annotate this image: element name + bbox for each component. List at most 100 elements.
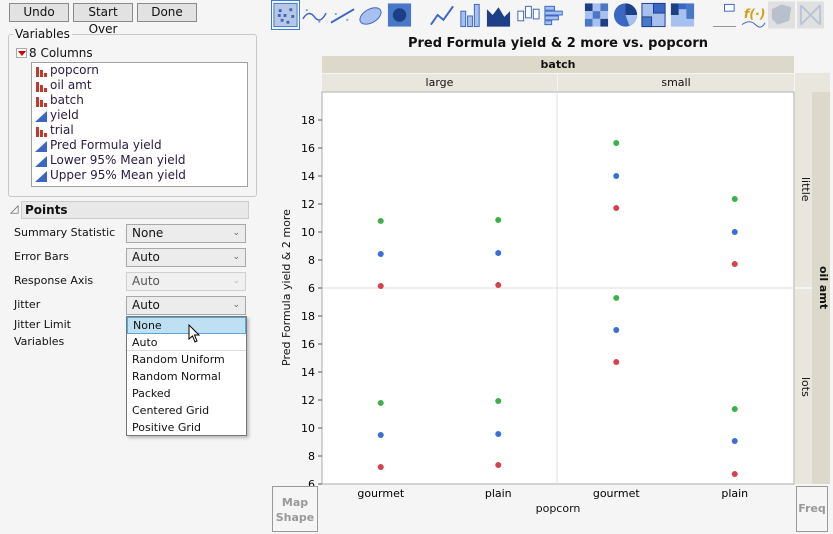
jitter-option[interactable]: Random Normal — [132, 370, 221, 383]
histogram-icon[interactable] — [542, 1, 569, 29]
summary-statistic-value: None — [132, 226, 164, 240]
column-name: popcorn — [50, 63, 99, 77]
x-axis-label[interactable]: popcorn — [535, 502, 581, 515]
points-section-header[interactable]: Points — [21, 201, 249, 219]
summary-statistic-select[interactable]: None ⌄ — [126, 224, 246, 243]
undo-button[interactable]: Undo — [9, 3, 69, 22]
data-point[interactable] — [495, 397, 502, 404]
y-tick-label: 18 — [301, 310, 315, 323]
mouse-cursor-icon — [188, 324, 201, 343]
points-icon[interactable] — [271, 0, 300, 30]
variables-panel: Variables — [8, 27, 257, 197]
nominal-icon — [36, 96, 47, 107]
y-tick-label: 10 — [301, 422, 315, 435]
heatmap-icon[interactable] — [583, 1, 610, 29]
column-item[interactable]: popcorn — [32, 63, 247, 78]
mosaic-icon[interactable] — [669, 1, 696, 29]
column-item[interactable]: Upper 95% Mean yield — [32, 168, 247, 183]
chevron-down-icon: ⌄ — [232, 228, 240, 238]
x-tick-label: gourmet — [357, 487, 404, 500]
data-point[interactable] — [377, 464, 384, 471]
contour-icon[interactable] — [386, 1, 413, 29]
data-point[interactable] — [613, 205, 620, 212]
data-point[interactable] — [495, 250, 502, 256]
response-axis-label: Response Axis — [14, 274, 94, 287]
jitter-option[interactable]: Positive Grid — [132, 421, 201, 434]
group-y-header[interactable]: oil amt — [812, 92, 830, 484]
response-axis-select: Auto ⌄ — [126, 272, 246, 291]
data-point[interactable] — [377, 217, 384, 224]
data-point[interactable] — [731, 261, 738, 268]
y-tick-label: 8 — [308, 254, 315, 267]
data-point[interactable] — [731, 471, 738, 478]
column-item[interactable]: Lower 95% Mean yield — [32, 153, 247, 168]
column-name: Lower 95% Mean yield — [50, 153, 186, 167]
data-point[interactable] — [495, 282, 502, 289]
data-point[interactable] — [731, 195, 738, 202]
columns-header[interactable]: 8 Columns — [16, 46, 93, 60]
data-point[interactable] — [731, 229, 738, 235]
data-point[interactable] — [377, 283, 384, 290]
y-tick-label: 10 — [301, 226, 315, 239]
column-item[interactable]: trial — [32, 123, 247, 138]
area-icon[interactable] — [485, 1, 512, 29]
continuous-icon — [35, 110, 47, 122]
column-item[interactable]: oil amt — [32, 78, 247, 93]
done-button[interactable]: Done — [137, 3, 197, 22]
freq-drop-zone[interactable]: Freq — [796, 486, 828, 532]
data-point[interactable] — [377, 432, 384, 438]
map-shape-drop-zone[interactable]: Map Shape — [272, 486, 318, 532]
line-icon[interactable] — [428, 1, 455, 29]
continuous-icon — [35, 140, 47, 152]
column-item[interactable]: batch — [32, 93, 247, 108]
group-y-level-lots: lots — [795, 289, 812, 484]
jitter-option[interactable]: Random Uniform — [132, 353, 225, 366]
jitter-option[interactable]: Centered Grid — [132, 404, 210, 417]
error-bars-select[interactable]: Auto ⌄ — [126, 248, 246, 267]
collapse-triangle-icon[interactable]: ◿ — [10, 202, 19, 215]
data-point[interactable] — [731, 405, 738, 412]
jitter-option[interactable]: Auto — [127, 334, 246, 351]
data-point[interactable] — [495, 461, 502, 468]
data-point[interactable] — [377, 250, 384, 257]
y-tick-label: 6 — [308, 282, 315, 295]
chevron-down-icon: ⌄ — [232, 252, 240, 262]
jitter-option[interactable]: Packed — [132, 387, 171, 400]
column-list[interactable]: popcorn oil amt batch yield trial Pred Formul… — [31, 62, 248, 187]
error-bars-label: Error Bars — [14, 250, 69, 263]
variables-title: Variables — [15, 27, 70, 41]
data-point[interactable] — [495, 431, 502, 438]
treemap-icon[interactable] — [640, 1, 667, 29]
column-name: trial — [50, 123, 74, 137]
data-point[interactable] — [377, 399, 384, 406]
jitter-dropdown-menu[interactable]: None Auto Random Uniform Random Normal Packe… — [126, 316, 247, 436]
data-point[interactable] — [613, 139, 620, 146]
bar-icon[interactable] — [457, 1, 484, 29]
group-y-level-little: little — [795, 92, 812, 287]
smoother-icon[interactable] — [301, 1, 328, 29]
data-point[interactable] — [495, 216, 502, 223]
group-x-header[interactable]: batch — [322, 56, 794, 73]
column-name: batch — [50, 93, 84, 107]
column-item[interactable]: yield — [32, 108, 247, 123]
column-item[interactable]: Pred Formula yield — [32, 138, 247, 153]
pie-icon[interactable] — [612, 1, 639, 29]
data-point[interactable] — [613, 359, 620, 366]
data-point[interactable] — [613, 327, 620, 333]
map-shapes-icon[interactable] — [768, 1, 795, 29]
ellipse-icon[interactable] — [357, 1, 384, 29]
start-over-button[interactable]: Start Over — [73, 3, 133, 36]
box-plot-icon[interactable] — [514, 1, 541, 29]
disclosure-triangle-icon[interactable] — [16, 48, 27, 58]
parallel-icon[interactable] — [797, 1, 824, 29]
data-point[interactable] — [613, 294, 620, 301]
jitter-label: Jitter — [14, 298, 41, 311]
line-of-fit-icon[interactable] — [329, 1, 356, 29]
data-point[interactable] — [613, 173, 620, 179]
formula-icon[interactable]: f(·) — [740, 1, 767, 29]
jitter-select[interactable]: Auto ⌄ — [126, 296, 246, 315]
jitter-option[interactable]: None — [127, 317, 246, 334]
chevron-down-icon: ⌄ — [232, 300, 240, 310]
data-point[interactable] — [731, 438, 738, 445]
caption-box-icon[interactable] — [711, 1, 738, 29]
